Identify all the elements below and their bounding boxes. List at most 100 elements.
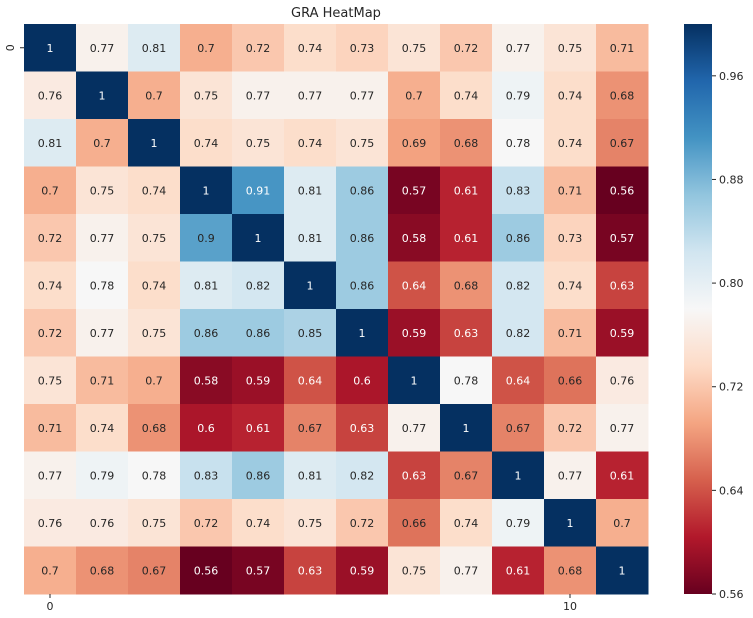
heatmap-cell: [440, 166, 493, 215]
cell-value-label: 0.59: [610, 327, 635, 340]
cell-value-label: 0.7: [145, 374, 163, 387]
cell-value-label: 0.63: [610, 279, 635, 292]
heatmap-cell: [596, 451, 649, 500]
cell-value-label: 1: [203, 184, 210, 197]
heatmap-cell: [128, 309, 181, 357]
cell-value-label: 0.75: [350, 137, 375, 150]
heatmap-cell: [24, 356, 77, 405]
cell-value-label: 0.81: [298, 184, 323, 197]
heatmap-cell: [596, 24, 649, 72]
colorbar-tick-label: 0.88: [719, 173, 744, 186]
heatmap-cell: [440, 404, 493, 452]
heatmap-cell: [232, 404, 285, 452]
cell-value-label: 1: [47, 42, 54, 55]
cell-value-label: 1: [307, 279, 314, 292]
cell-value-label: 0.74: [38, 279, 63, 292]
cell-value-label: 0.75: [298, 517, 323, 530]
heatmap-cell: [544, 309, 597, 357]
heatmap-cell: [336, 451, 389, 500]
cell-value-label: 0.74: [194, 137, 219, 150]
cell-value-label: 0.61: [246, 422, 271, 435]
cell-value-label: 0.68: [610, 89, 635, 102]
heatmap-cell: [180, 404, 233, 452]
cell-value-label: 0.78: [90, 279, 115, 292]
cell-value-label: 0.85: [298, 327, 323, 340]
heatmap-cell: [596, 356, 649, 405]
cell-value-label: 0.75: [402, 42, 427, 55]
y-axis-ticks: 0: [4, 44, 24, 51]
heatmap-cell: [440, 119, 493, 167]
heatmap-cell: [128, 166, 181, 215]
heatmap-cell: [284, 356, 337, 405]
heatmap-cell: [336, 214, 389, 262]
heatmap-cell: [128, 546, 181, 595]
cell-value-label: 0.75: [402, 564, 427, 577]
cell-value-label: 0.78: [506, 137, 531, 150]
heatmap-cell: [284, 309, 337, 357]
cell-value-label: 0.68: [454, 137, 479, 150]
cell-value-label: 0.77: [90, 42, 115, 55]
heatmap-cell: [388, 119, 441, 167]
cell-value-label: 0.86: [350, 232, 375, 245]
heatmap-cell: [180, 499, 233, 547]
heatmap-cell: [180, 119, 233, 167]
heatmap-cell: [440, 356, 493, 405]
heatmap-cell: [76, 261, 129, 310]
cell-value-label: 0.7: [197, 42, 215, 55]
cell-value-label: 1: [619, 564, 626, 577]
heatmap-cell: [440, 546, 493, 595]
cell-value-label: 0.64: [402, 279, 427, 292]
y-tick-label: 0: [4, 44, 17, 51]
cell-value-label: 0.72: [350, 517, 375, 530]
cell-value-label: 0.74: [558, 89, 583, 102]
heatmap-cell: [492, 451, 545, 500]
cell-value-label: 0.82: [506, 279, 531, 292]
heatmap-cell: [544, 499, 597, 547]
cell-value-label: 0.6: [353, 374, 371, 387]
cell-value-label: 0.77: [454, 564, 479, 577]
colorbar-tick-label: 0.64: [719, 484, 744, 497]
heatmap-cells: 1 0.77 0.81 0.7 0.72 0.74 0.73 0.75 0.72 0.77 0.75…: [24, 24, 649, 595]
cell-value-label: 0.74: [298, 137, 323, 150]
heatmap-cell: [388, 261, 441, 310]
heatmap-cell: [76, 356, 129, 405]
cell-value-label: 0.57: [402, 184, 427, 197]
heatmap-cell: [180, 24, 233, 72]
cell-value-label: 0.74: [558, 279, 583, 292]
colorbar-tick-label: 0.56: [719, 588, 744, 601]
heatmap-cell: [24, 499, 77, 547]
heatmap-cell: [544, 214, 597, 262]
cell-value-label: 0.75: [194, 89, 219, 102]
heatmap-cell: [492, 499, 545, 547]
cell-value-label: 1: [151, 137, 158, 150]
heatmap-cell: [440, 499, 493, 547]
cell-value-label: 0.83: [194, 469, 219, 482]
heatmap-cell: [24, 404, 77, 452]
heatmap-cell: [128, 404, 181, 452]
cell-value-label: 0.81: [298, 232, 323, 245]
cell-value-label: 0.82: [350, 469, 375, 482]
cell-value-label: 0.67: [506, 422, 531, 435]
cell-value-label: 0.78: [142, 469, 167, 482]
colorbar-tick-label: 0.72: [719, 381, 744, 394]
heatmap-cell: [388, 214, 441, 262]
cell-value-label: 0.57: [610, 232, 635, 245]
cell-value-label: 0.68: [142, 422, 167, 435]
heatmap-cell: [128, 451, 181, 500]
heatmap-cell: [180, 166, 233, 215]
cell-value-label: 1: [411, 374, 418, 387]
heatmap-cell: [128, 356, 181, 405]
cell-value-label: 0.59: [246, 374, 271, 387]
heatmap-cell: [76, 404, 129, 452]
heatmap-cell: [492, 546, 545, 595]
colorbar-ticks: 0.96 0.88 0.80 0.72 0.64 0.56: [712, 70, 744, 601]
heatmap-cell: [24, 546, 77, 595]
cell-value-label: 0.79: [506, 517, 531, 530]
cell-value-label: 0.75: [246, 137, 271, 150]
heatmap-cell: [180, 214, 233, 262]
cell-value-label: 0.79: [506, 89, 531, 102]
heatmap-cell: [492, 309, 545, 357]
heatmap-cell: [232, 546, 285, 595]
cell-value-label: 0.6: [197, 422, 215, 435]
